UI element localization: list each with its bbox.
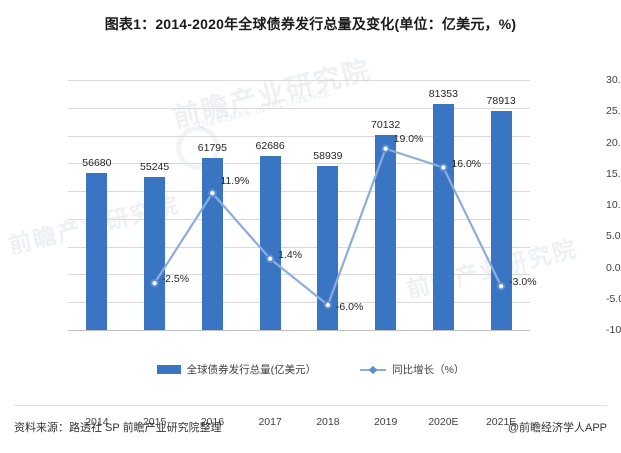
legend-item-line[interactable]: 同比增长（%）	[360, 362, 464, 377]
chart-legend: 全球债券发行总量(亿美元） 同比增长（%）	[0, 362, 621, 377]
bar[interactable]	[86, 172, 108, 330]
bar[interactable]	[259, 155, 281, 330]
bar-value-label: 58939	[313, 150, 343, 163]
gridline	[68, 330, 530, 331]
bar-value-label: 61795	[197, 142, 227, 155]
gridline	[68, 80, 530, 81]
line-value-label: -2.5%	[161, 273, 190, 286]
bar[interactable]	[375, 135, 397, 330]
legend-line-label: 同比增长（%）	[392, 364, 465, 376]
legend-line-swatch-icon	[360, 365, 387, 374]
legend-bar-swatch-icon	[156, 365, 181, 374]
gridline	[68, 191, 530, 193]
y-axis-right-tick-label: 25.0%	[606, 105, 621, 118]
gridline	[68, 274, 530, 276]
gridline	[68, 302, 530, 304]
y-axis-right-tick-label: 0.0%	[606, 261, 621, 274]
footer-source-text: 资料来源：路透社 SP 前瞻产业研究院整理	[14, 422, 222, 434]
bar[interactable]	[490, 110, 512, 330]
bar-value-label: 70132	[371, 119, 401, 132]
gridline	[68, 246, 530, 248]
plot-area: 0100002000030000400005000060000700008000…	[68, 74, 621, 428]
y-axis-right-tick-label: -10.0%	[606, 324, 621, 336]
legend-bar-label: 全球债券发行总量(亿美元）	[186, 364, 317, 376]
legend-item-bar[interactable]: 全球债券发行总量(亿美元）	[156, 362, 317, 377]
line-value-label: 19.0%	[393, 132, 424, 145]
x-axis-tick-label: 2016	[200, 416, 225, 428]
bar[interactable]	[432, 104, 454, 330]
line-series	[150, 144, 506, 310]
line-value-label: 1.4%	[278, 248, 303, 261]
gridline	[68, 107, 530, 109]
y-axis-right-tick-label: 15.0%	[606, 167, 621, 180]
x-axis-tick-label: 2019	[373, 416, 398, 428]
bar-value-label: 62686	[255, 139, 285, 152]
line-value-label: -6.0%	[335, 301, 364, 313]
x-axis-tick-label: 2021E	[485, 416, 517, 428]
x-axis-tick-label: 2014	[85, 416, 109, 428]
line-value-label: -3.0%	[509, 276, 537, 289]
bar-value-label: 56680	[82, 156, 112, 169]
y-axis-right-tick-label: 5.0%	[606, 230, 621, 243]
footer-divider	[14, 405, 607, 406]
y-axis-right-tick-label: -5.0%	[606, 292, 621, 305]
footer-brand-text: @前瞻经济学人APP	[507, 422, 607, 434]
x-axis-tick-label: 2020E	[428, 416, 459, 428]
x-axis-tick-label: 2018	[316, 416, 340, 428]
bar-value-label: 81353	[428, 88, 458, 101]
gridline	[68, 135, 530, 137]
x-axis-tick-label: 2015	[142, 416, 167, 428]
y-axis-right-tick-label: 10.0%	[606, 199, 621, 211]
bar-value-label: 55245	[140, 160, 170, 173]
bar[interactable]	[144, 176, 166, 330]
line-value-label: 11.9%	[220, 175, 250, 188]
chart-title: 图表1：2014-2020年全球债券发行总量及变化(单位：亿美元，%)	[104, 16, 517, 32]
y-axis-right-tick-label: 30.0%	[606, 74, 621, 86]
x-axis-tick-label: 2017	[258, 416, 282, 428]
gridline	[68, 218, 530, 220]
line-value-label: 16.0%	[451, 157, 482, 170]
bar-value-label: 78913	[486, 94, 516, 107]
y-axis-right-tick-label: 20.0%	[606, 136, 621, 149]
